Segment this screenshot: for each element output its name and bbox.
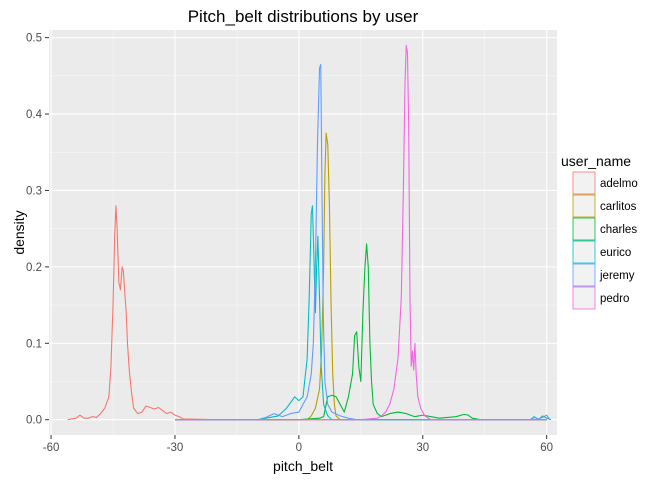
- y-tick-label: 0.3: [26, 185, 42, 197]
- x-tick-label: 30: [416, 442, 429, 454]
- y-axis: 0.0 0.1 0.2 0.3 0.4 0.5: [26, 33, 49, 427]
- legend-key-pedro: [572, 286, 596, 310]
- plot-panel: [49, 30, 557, 435]
- legend-label-adelmo: adelmo: [600, 178, 638, 190]
- major-gridlines: [49, 30, 557, 435]
- series-line-pedro: [174, 44, 547, 421]
- legend-label-jeremy: jeremy: [599, 270, 635, 282]
- minor-gridlines: [49, 30, 557, 435]
- y-tick-label: 0.0: [26, 415, 42, 427]
- x-axis-title: pitch_belt: [273, 458, 333, 474]
- legend: user_name adelmo carlitos charles eurico jer…: [561, 153, 638, 310]
- series-lines: [67, 44, 552, 421]
- legend-label-carlitos: carlitos: [600, 201, 637, 213]
- x-axis: -60 -30 0 30 60: [43, 435, 553, 454]
- legend-key-adelmo: [572, 171, 596, 195]
- x-tick-label: -30: [167, 442, 184, 454]
- x-tick-label: 0: [296, 442, 302, 454]
- x-tick-label: 60: [540, 442, 553, 454]
- series-line-carlitos: [174, 132, 547, 421]
- x-tick-label: -60: [43, 442, 60, 454]
- y-tick-label: 0.1: [26, 338, 42, 350]
- chart-title: Pitch_belt distributions by user: [188, 7, 419, 26]
- legend-key-carlitos: [572, 194, 596, 218]
- legend-label-pedro: pedro: [600, 293, 629, 305]
- legend-key-charles: [572, 217, 596, 241]
- legend-label-charles: charles: [600, 224, 637, 236]
- y-axis-title: density: [11, 210, 27, 254]
- series-line-charles: [174, 243, 547, 421]
- y-tick-label: 0.4: [26, 109, 43, 121]
- legend-key-jeremy: [572, 263, 596, 287]
- legend-label-eurico: eurico: [600, 247, 631, 259]
- legend-title: user_name: [561, 153, 631, 169]
- legend-key-eurico: [572, 240, 596, 264]
- y-tick-label: 0.5: [26, 33, 42, 45]
- series-line-adelmo: [67, 205, 547, 421]
- legend-items: adelmo carlitos charles eurico jeremy pedro: [572, 171, 638, 310]
- y-tick-label: 0.2: [26, 262, 42, 274]
- series-line-jeremy: [174, 63, 552, 421]
